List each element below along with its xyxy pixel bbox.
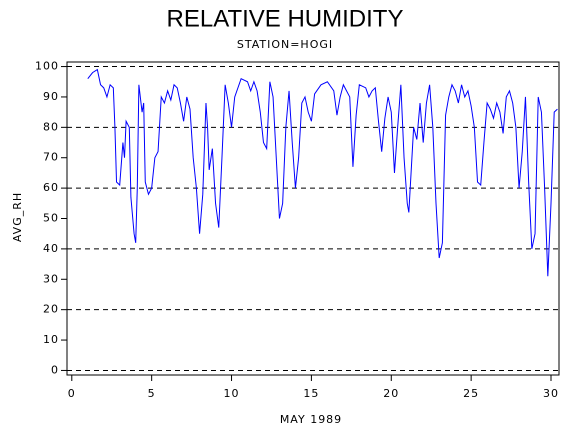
x-tick-label: 0 — [68, 387, 76, 400]
x-tick-label: 15 — [303, 387, 319, 400]
y-tick-label: 10 — [43, 333, 59, 346]
x-tick-label: 10 — [224, 387, 240, 400]
y-tick-label: 20 — [43, 303, 59, 316]
x-axis-label: MAY 1989 — [280, 413, 342, 426]
y-tick-label: 30 — [43, 272, 59, 285]
y-tick-label: 50 — [43, 212, 59, 225]
y-axis-label: AVG_RH — [11, 192, 24, 242]
y-tick-label: 60 — [43, 181, 59, 194]
x-tick-label: 5 — [148, 387, 156, 400]
chart-title: RELATIVE HUMIDITY — [167, 5, 404, 32]
data-line — [87, 68, 558, 277]
y-tick-label: 40 — [43, 242, 59, 255]
x-tick-label: 30 — [543, 387, 559, 400]
y-tick-label: 100 — [35, 60, 59, 73]
x-tick-label: 20 — [383, 387, 399, 400]
y-tick-label: 90 — [43, 90, 59, 103]
x-tick-label: 25 — [463, 387, 479, 400]
y-tick-label: 80 — [43, 120, 59, 133]
chart-subtitle: STATION=HOGI — [237, 38, 333, 51]
y-tick-label: 70 — [43, 151, 59, 164]
y-tick-label: 0 — [51, 363, 59, 376]
